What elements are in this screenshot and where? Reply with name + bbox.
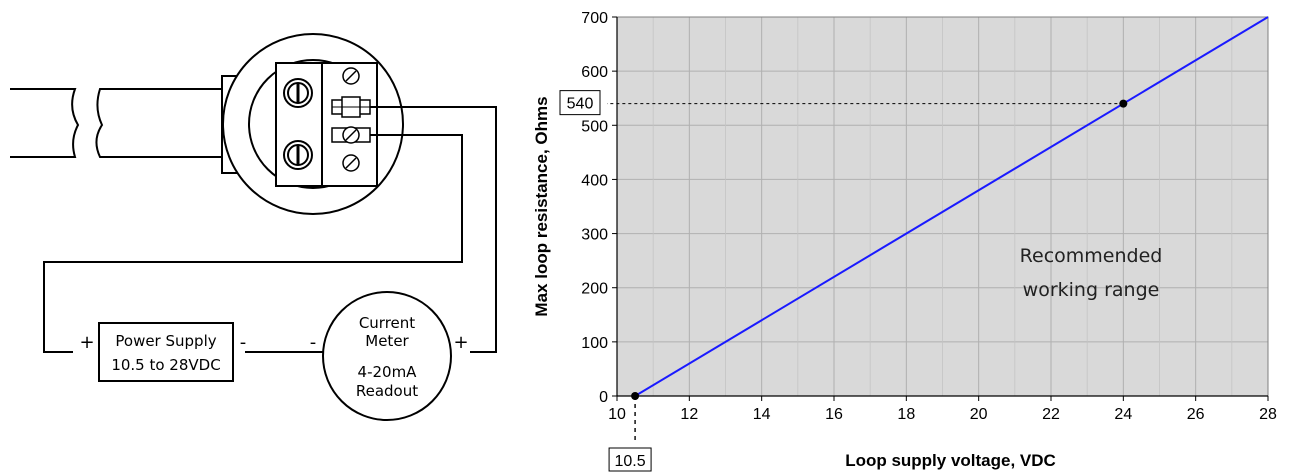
meter-label-2: Meter: [365, 332, 409, 350]
meter-label-1: Current: [359, 314, 415, 332]
y-tick-label: 700: [581, 10, 608, 27]
x-tick-label: 12: [680, 406, 698, 423]
y-tick-label: 300: [581, 227, 608, 244]
terminal-screw-icon: [342, 154, 360, 172]
meter-minus: -: [310, 332, 317, 353]
meter-range: 4-20mA: [358, 363, 418, 381]
terminal-screw-icon: [342, 67, 360, 85]
x-callout-label: 10.5: [615, 453, 646, 470]
x-axis-title: Loop supply voltage, VDC: [845, 451, 1056, 470]
y-tick-label: 600: [581, 64, 608, 81]
x-tick-label: 10: [608, 406, 626, 423]
grid-lines: [616, 16, 1269, 397]
annotation-line-1: Recommended: [1020, 245, 1163, 267]
x-tick-label: 16: [825, 406, 843, 423]
series-line: [634, 16, 1269, 397]
y-axis-title: Max loop resistance, Ohms: [532, 96, 551, 316]
y-callout-label: 540: [567, 96, 594, 113]
guide-lines: [607, 103, 1124, 444]
axis-ticks: 10 12 14 16 18 20 22 24 26 28 0 100 200 300 400 500 600 7…: [581, 10, 1277, 423]
power-supply-range: 10.5 to 28VDC: [111, 356, 220, 374]
y-callout-box: [559, 90, 601, 116]
x-tick-label: 22: [1042, 406, 1060, 423]
x-tick-label: 18: [897, 406, 915, 423]
meter-plus: +: [453, 332, 468, 353]
y-tick-label: 500: [581, 118, 608, 135]
power-supply-minus: -: [240, 332, 247, 353]
power-supply-plus: +: [79, 332, 94, 353]
wiring-diagram: Power Supply 10.5 to 28VDC + - Current M…: [10, 33, 497, 421]
y-tick-label: 400: [581, 172, 608, 189]
data-points: [631, 99, 1128, 400]
power-supply: Power Supply 10.5 to 28VDC + -: [79, 322, 247, 382]
x-callout-box: [608, 447, 652, 472]
x-tick-label: 24: [1114, 406, 1132, 423]
screw-icon: [283, 78, 313, 108]
current-meter: Current Meter 4-20mA Readout - +: [310, 291, 469, 421]
series-lines: [634, 16, 1269, 397]
x-tick-label: 20: [970, 406, 988, 423]
terminal-block: [275, 62, 378, 187]
x-tick-label: 14: [753, 406, 771, 423]
data-point: [1119, 99, 1128, 108]
annotation-line-2: working range: [1023, 279, 1160, 301]
screw-icon: [283, 140, 313, 170]
meter-readout: Readout: [356, 382, 418, 400]
y-tick-label: 100: [581, 335, 608, 352]
power-supply-label: Power Supply: [115, 332, 216, 350]
x-tick-label: 28: [1259, 406, 1277, 423]
loop-wires: [43, 106, 497, 353]
x-tick-label: 26: [1187, 406, 1205, 423]
y-tick-label: 200: [581, 281, 608, 298]
data-point: [631, 392, 640, 400]
y-tick-label: 0: [599, 389, 608, 406]
